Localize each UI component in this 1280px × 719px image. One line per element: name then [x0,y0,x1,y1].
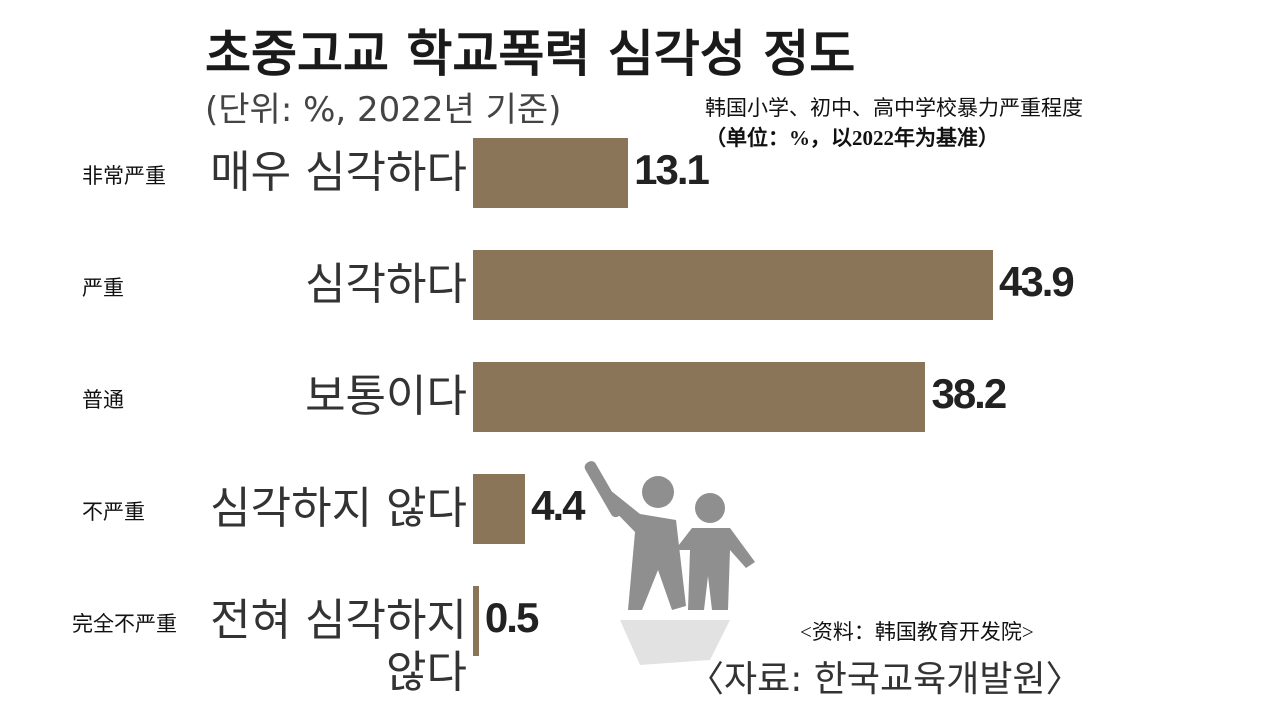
value-label: 38.2 [931,370,1007,417]
source: 〈자료: 한국교육개발원〉 [688,659,1082,700]
category-translation: 完全不严重 [72,612,177,636]
bar [473,586,479,656]
bar [473,362,926,432]
value-label: 4.4 [531,482,585,529]
bar [473,250,993,320]
bar [473,474,526,544]
category-translation: 普通 [82,388,124,412]
category-label: 심각하지 않다 [210,483,467,534]
subtitle-translation: （单位：%，以2022年为基准） [705,126,999,150]
source-translation: <资料：韩国教育开发院> [800,620,1034,644]
category-translation: 非常严重 [82,164,166,188]
category-label: 매우 심각하다 [210,147,467,198]
value-label: 0.5 [484,594,539,641]
value-label: 43.9 [999,258,1075,305]
title-translation: 韩国小学、初中、高中学校暴力严重程度 [705,96,1083,120]
category-translation: 不严重 [82,500,145,524]
category-label: 전혀 심각하지 않다 [210,595,467,698]
category-label: 보통이다 [305,371,467,422]
violence-icon [584,461,755,665]
value-label: 13.1 [634,146,710,193]
chart-title: 초중고교 학교폭력 심각성 정도 [205,25,856,83]
chart-subtitle: (단위: %, 2022년 기준) [205,90,562,130]
category-translation: 严重 [82,276,124,300]
category-label: 심각하다 [305,259,467,310]
bar [473,138,629,208]
